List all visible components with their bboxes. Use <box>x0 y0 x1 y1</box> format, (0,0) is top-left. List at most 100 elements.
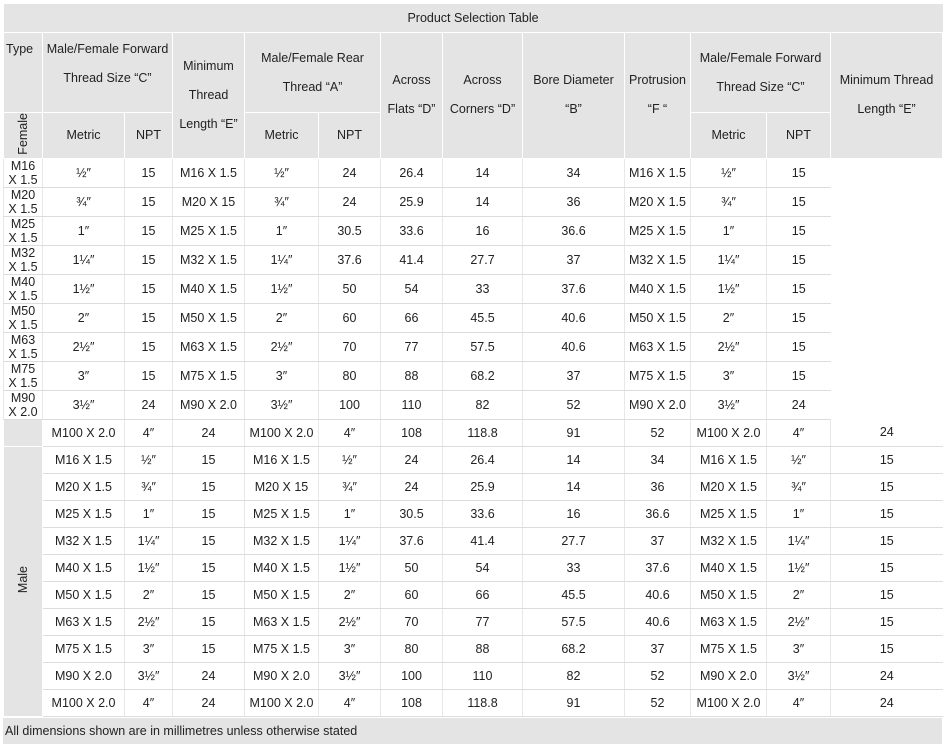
cell: 3½″ <box>244 390 319 420</box>
cell: ½″ <box>244 158 319 188</box>
cell: 15 <box>172 527 245 555</box>
cell: 15 <box>829 500 943 528</box>
cell: M50 X 1.5 <box>624 303 691 333</box>
cell: 57.5 <box>442 332 523 362</box>
cell: 2½″ <box>244 332 319 362</box>
cell: 80 <box>380 635 443 663</box>
cell: 1″ <box>42 216 125 246</box>
cell: ¾″ <box>766 473 831 501</box>
cell: 15 <box>172 635 245 663</box>
cell: M100 X 2.0 <box>244 689 319 717</box>
cell: 1¼″ <box>124 527 173 555</box>
cell: 36.6 <box>624 500 691 528</box>
cell: M32 X 1.5 <box>172 245 245 275</box>
cell: 30.5 <box>318 216 381 246</box>
cell: 100 <box>318 390 381 420</box>
cell: 1½″ <box>766 554 831 582</box>
cell: 34 <box>624 446 691 474</box>
table-row: M100 X 2.0 4″ 24 M100 X 2.0 4″ 108 118.8 91 52 M1… <box>3 418 943 447</box>
cell: 66 <box>380 303 443 333</box>
cell: M50 X 1.5 <box>42 581 125 609</box>
cell: 54 <box>442 554 523 582</box>
footnote: All dimensions shown are in millimetres … <box>3 717 942 744</box>
cell: M63 X 1.5 <box>624 332 691 362</box>
cell: M16 X 1.5 <box>244 446 319 474</box>
cell: 1″ <box>690 216 767 246</box>
cell: 2½″ <box>766 608 831 636</box>
table-row: M40 X 1.5 1½″ 15 M40 X 1.5 1½″ 50 54 33 37.6 M40 … <box>3 274 943 304</box>
cell: 50 <box>318 274 381 304</box>
cell: 14 <box>522 473 625 501</box>
cell: 36.6 <box>522 216 625 246</box>
cell: 40.6 <box>522 332 625 362</box>
cell: M100 X 2.0 <box>244 419 319 447</box>
cell: M75 X 1.5 <box>624 361 691 391</box>
cell: 36 <box>624 473 691 501</box>
cell: 2″ <box>690 303 767 333</box>
cell: M90 X 2.0 <box>3 390 43 420</box>
cell: 15 <box>829 608 943 636</box>
cell: ½″ <box>42 158 125 188</box>
cell: M90 X 2.0 <box>624 390 691 420</box>
cell: 57.5 <box>522 608 625 636</box>
cell: 54 <box>380 274 443 304</box>
cell: 15 <box>766 274 831 304</box>
cell: 15 <box>766 245 831 275</box>
cell: M32 X 1.5 <box>42 527 125 555</box>
cell: 110 <box>442 662 523 690</box>
header-across-corners: Across Corners “D” <box>442 32 523 159</box>
cell: 4″ <box>766 419 831 447</box>
cell: 27.7 <box>442 245 523 275</box>
cell: 24 <box>318 187 381 217</box>
sub-header: Metric <box>244 112 319 159</box>
cell: 52 <box>522 390 625 420</box>
cell: 1¼″ <box>318 527 381 555</box>
cell: 15 <box>829 446 943 474</box>
cell: 1″ <box>318 500 381 528</box>
cell: M20 X 1.5 <box>42 473 125 501</box>
cell: M25 X 1.5 <box>624 216 691 246</box>
header-protrusion: Protrusion “F “ <box>624 32 691 159</box>
cell: 77 <box>380 332 443 362</box>
cell: ¾″ <box>124 473 173 501</box>
header-min-thread: Minimum Thread Length “E” <box>172 32 245 159</box>
selection-table: Product Selection Table Type Male/Female… <box>3 4 944 717</box>
cell: M90 X 2.0 <box>42 662 125 690</box>
cell: M40 X 1.5 <box>624 274 691 304</box>
cell: 30.5 <box>380 500 443 528</box>
cell: 4″ <box>766 689 831 717</box>
cell: ¾″ <box>244 187 319 217</box>
cell: 14 <box>442 158 523 188</box>
cell: 16 <box>442 216 523 246</box>
cell: M50 X 1.5 <box>690 581 767 609</box>
table-row: M20 X 1.5 ¾″ 15 M20 X 15 ¾″ 24 25.9 14 36 M20 X 1… <box>3 187 943 217</box>
cell: 15 <box>766 158 831 188</box>
cell: M63 X 1.5 <box>244 608 319 636</box>
cell: 15 <box>829 581 943 609</box>
cell: 15 <box>172 608 245 636</box>
cell: 15 <box>124 274 173 304</box>
cell: 3½″ <box>124 662 173 690</box>
cell: M100 X 2.0 <box>690 419 767 447</box>
cell: ½″ <box>318 446 381 474</box>
cell: 100 <box>380 662 443 690</box>
cell: 1½″ <box>244 274 319 304</box>
header-min-thread: Minimum Thread Length “E” <box>829 32 944 159</box>
cell: 4″ <box>124 689 173 717</box>
cell: 25.9 <box>442 473 523 501</box>
table-row: M25 X 1.5 1″ 15 M25 X 1.5 1″ 30.5 33.6 16 36.6 M2… <box>4 500 943 528</box>
cell: M63 X 1.5 <box>42 608 125 636</box>
cell: 15 <box>124 245 173 275</box>
cell: 60 <box>380 581 443 609</box>
header-type: Type <box>3 32 43 113</box>
cell: 3″ <box>244 361 319 391</box>
cell: 24 <box>318 158 381 188</box>
cell: 4″ <box>318 689 381 717</box>
table-row: M20 X 1.5 ¾″ 15 M20 X 15 ¾″ 24 25.9 14 36 M20 X 1… <box>4 473 943 501</box>
group-label: Male <box>3 445 43 717</box>
cell: 3″ <box>766 635 831 663</box>
cell: 15 <box>829 473 943 501</box>
cell: M16 X 1.5 <box>172 158 245 188</box>
cell: 27.7 <box>522 527 625 555</box>
cell: M90 X 2.0 <box>172 390 245 420</box>
